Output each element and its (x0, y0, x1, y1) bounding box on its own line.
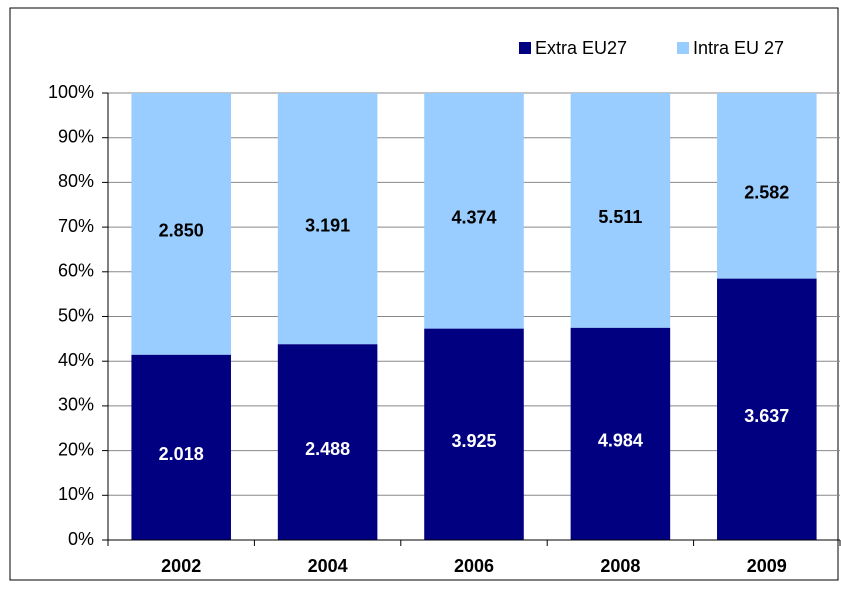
bar-segment (131, 93, 231, 355)
y-tick-label: 0% (68, 529, 94, 549)
y-tick-label: 40% (58, 350, 94, 370)
x-tick-label: 2008 (600, 556, 640, 576)
bar-segment (277, 93, 378, 345)
legend-swatch (677, 42, 689, 54)
bar-segment (424, 93, 524, 329)
y-tick-label: 90% (58, 126, 94, 146)
data-label: 4.374 (451, 208, 496, 228)
x-tick-label: 2006 (454, 556, 494, 576)
bar-segment (277, 344, 378, 540)
data-label: 4.984 (598, 431, 643, 451)
y-tick-label: 100% (48, 82, 94, 102)
y-tick-label: 80% (58, 171, 94, 191)
data-label: 2.850 (159, 221, 204, 241)
data-label: 3.925 (451, 431, 496, 451)
data-label: 2.018 (159, 444, 204, 464)
legend-label: Intra EU 27 (693, 38, 784, 58)
y-tick-label: 30% (58, 395, 94, 415)
y-tick-label: 20% (58, 439, 94, 459)
bar-segment (570, 327, 671, 540)
y-tick-label: 10% (58, 484, 94, 504)
data-label: 5.511 (598, 207, 642, 227)
bar-segment (717, 93, 817, 279)
x-tick-label: 2004 (308, 556, 348, 576)
bar-segment (570, 93, 671, 328)
y-tick-label: 60% (58, 261, 94, 281)
x-tick-label: 2009 (747, 556, 787, 576)
legend-label: Extra EU27 (535, 38, 627, 58)
data-label: 3.637 (744, 406, 789, 426)
chart-frame (9, 7, 839, 581)
data-label: 2.488 (305, 439, 350, 459)
data-label: 2.582 (744, 183, 789, 203)
bar-segment (717, 278, 817, 540)
x-tick-label: 2002 (161, 556, 201, 576)
y-tick-label: 50% (58, 305, 94, 325)
bar-segment (424, 328, 524, 540)
legend-swatch (519, 42, 531, 54)
data-label: 3.191 (305, 215, 350, 235)
y-tick-label: 70% (58, 216, 94, 236)
bar-segment (131, 354, 231, 540)
